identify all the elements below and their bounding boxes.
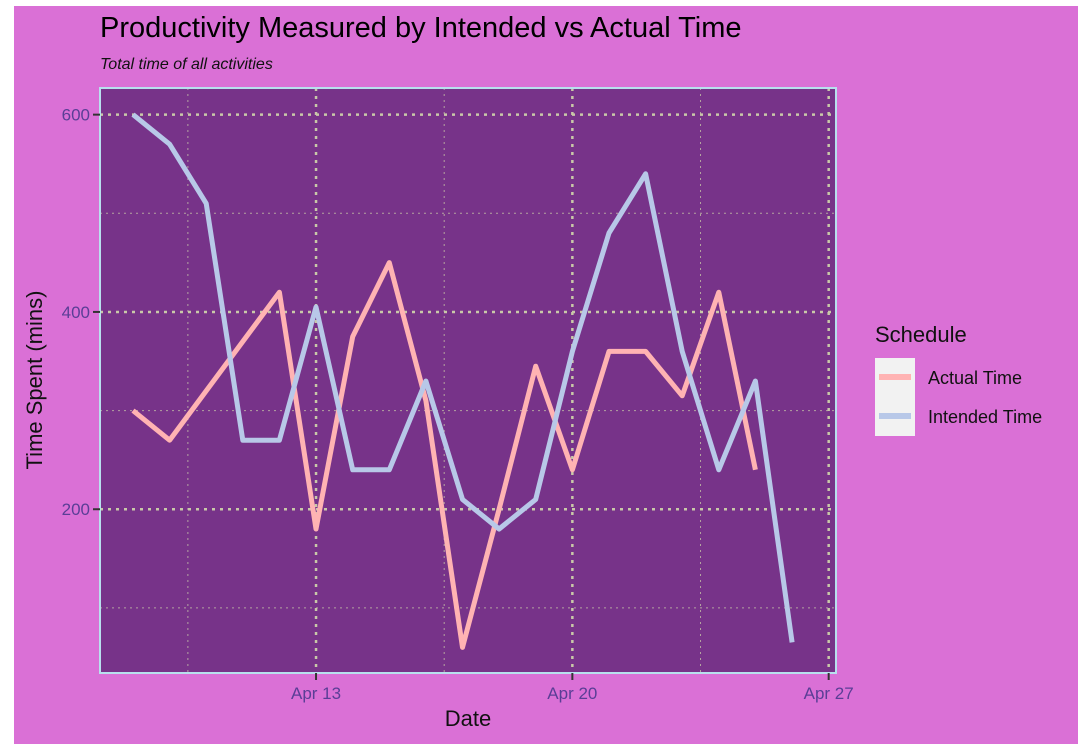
x-axis-title: Date	[445, 706, 491, 731]
y-tick-label: 600	[62, 106, 90, 125]
plot-panel	[100, 88, 836, 673]
series-line-intended-time	[131, 112, 795, 643]
y-tick-label: 400	[62, 303, 90, 322]
grid-lines	[100, 88, 836, 673]
y-axis-title: Time Spent (mins)	[22, 291, 47, 470]
series-line-actual-time	[131, 260, 758, 650]
chart-title: Productivity Measured by Intended vs Act…	[100, 12, 742, 44]
legend-label-actual-time: Actual Time	[928, 368, 1022, 388]
legend-key-background	[875, 358, 915, 436]
legend-label-intended-time: Intended Time	[928, 407, 1042, 427]
x-tick-label: Apr 27	[804, 684, 854, 703]
line-chart: Productivity Measured by Intended vs Act…	[22, 12, 1042, 731]
legend: Schedule Actual Time Intended Time	[875, 322, 1042, 436]
plot-panel-border	[99, 87, 837, 674]
chart-subtitle: Total time of all activities	[100, 56, 273, 73]
y-tick-label: 200	[62, 500, 90, 519]
series-lines	[131, 112, 795, 650]
x-tick-label: Apr 13	[291, 684, 341, 703]
legend-title: Schedule	[875, 322, 967, 347]
chart-background: Productivity Measured by Intended vs Act…	[14, 6, 1078, 744]
x-tick-label: Apr 20	[547, 684, 597, 703]
axes: 200 400 600 Apr 13 Apr 20 Apr 27	[62, 106, 854, 703]
